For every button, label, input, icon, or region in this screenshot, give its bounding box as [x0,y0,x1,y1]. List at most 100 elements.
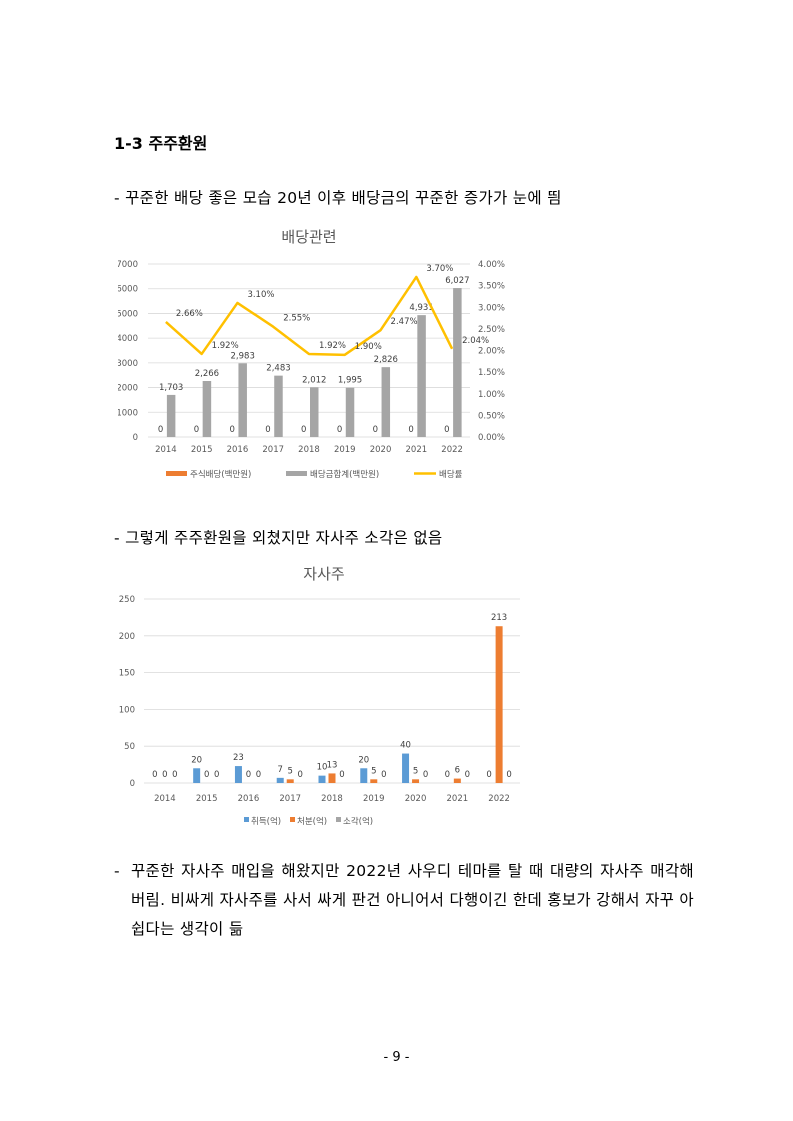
y-tick-label: 200 [119,632,135,642]
bar-disposed [495,626,503,783]
data-label-dividend-rate: 1.90% [355,342,382,352]
x-tick-label: 2021 [406,445,428,455]
data-label-dividend-rate: 3.10% [247,290,274,300]
bar-dividend-total [202,380,212,437]
legend-label-dividend-total: 배당금합계(백만원) [310,469,379,480]
data-label-dividend-total: 2,826 [374,355,398,365]
y-tick-label: 250 [119,595,135,605]
bar-acquired [360,768,368,783]
legend-swatch-disposed [290,817,295,822]
bar-dividend-total [345,387,355,437]
bar-dividend-total [310,387,319,437]
x-tick-label: 2020 [370,445,392,455]
data-label-dividend-total: 2,483 [266,364,290,374]
y-tick-label: 1000 [118,408,138,418]
data-label-acquired: 0 [152,770,157,780]
data-label-retired: 0 [423,770,428,780]
x-tick-label: 2017 [279,794,301,804]
data-label-disposed: 0 [162,770,167,780]
legend-swatch-acquired [244,817,249,822]
y2-tick-label: 2.50% [478,325,505,335]
bar-dividend-total [274,375,283,437]
bullet-mark: - [114,862,120,880]
x-tick-label: 2020 [405,794,427,804]
data-label-disposed: 5 [288,766,293,776]
data-label-dividend-total: 1,995 [338,376,362,386]
data-label-dividend-rate: 3.70% [426,264,453,274]
x-tick-label: 2015 [191,445,213,455]
chart-title: 배당관련 [281,228,336,246]
data-label-disposed: 0 [246,770,251,780]
data-label-dividend-total: 2,012 [302,375,326,385]
x-tick-label: 2016 [238,794,260,804]
chart-background [118,557,524,831]
legend-label-stock-dividend: 주식배당(백만원) [190,469,251,480]
x-tick-label: 2019 [334,445,356,455]
data-label-acquired: 0 [445,770,450,780]
data-label-dividend-rate: 2.04% [462,336,489,346]
bar-acquired [402,753,410,783]
data-label-acquired: 40 [400,741,411,751]
data-label-stock-dividend: 0 [194,425,199,435]
y2-tick-label: 1.00% [478,390,505,400]
bar-acquired [193,768,201,783]
y2-tick-label: 0.50% [478,411,505,421]
legend-label-disposed: 처분(억) [297,816,327,827]
data-label-dividend-total: 6,027 [445,276,469,286]
x-tick-label: 2021 [447,794,469,804]
data-label-dividend-rate: 1.92% [212,341,239,351]
legend-swatch-dividend-total [286,471,307,476]
data-label-retired: 0 [256,770,261,780]
data-label-disposed: 213 [491,613,507,623]
legend-label-retired: 소각(억) [343,816,373,827]
bar-disposed [412,779,420,783]
bar-acquired [234,766,242,783]
data-label-stock-dividend: 0 [337,425,342,435]
data-label-disposed: 13 [327,760,338,770]
section-heading: 1-3 주주환원 [114,134,208,153]
y-tick-label: 4000 [118,334,138,344]
bar-dividend-total [381,367,391,437]
data-label-stock-dividend: 0 [373,425,378,435]
x-tick-label: 2022 [488,794,510,804]
data-label-retired: 0 [506,770,511,780]
bar-dividend-total [453,288,462,437]
data-label-stock-dividend: 0 [229,425,234,435]
x-tick-label: 2014 [154,794,176,804]
y2-tick-label: 3.50% [478,282,505,292]
data-label-stock-dividend: 0 [444,425,449,435]
bar-disposed [370,779,378,783]
data-label-retired: 0 [214,770,219,780]
y2-tick-label: 0.00% [478,433,505,443]
y-tick-label: 6000 [118,285,138,295]
bar-acquired [318,775,326,783]
bar-dividend-total [238,363,247,437]
data-label-stock-dividend: 0 [158,425,163,435]
y-tick-label: 2000 [118,384,138,394]
data-label-disposed: 5 [371,766,376,776]
legend-swatch-stock-dividend [166,471,187,476]
chart-title: 자사주 [303,565,344,583]
data-label-acquired: 23 [233,753,244,763]
y2-tick-label: 3.00% [478,303,505,313]
bar-disposed [286,779,294,783]
data-label-stock-dividend: 0 [408,425,413,435]
data-label-dividend-total: 4,931 [409,303,433,313]
y2-tick-label: 1.50% [478,368,505,378]
data-label-dividend-rate: 2.47% [391,317,418,327]
paragraph-buyback-summary: - 그렇게 주주환원을 외쳤지만 자사주 소각은 없음 [114,529,443,547]
data-label-retired: 0 [172,770,177,780]
bar-acquired [276,777,284,783]
y2-tick-label: 2.00% [478,347,505,357]
data-label-retired: 0 [339,770,344,780]
paragraph-text: 꾸준한 자사주 매입을 해왔지만 2022년 사우디 테마를 탈 때 대량의 자… [131,862,694,938]
y-tick-label: 50 [124,742,135,752]
y-tick-label: 0 [133,433,138,443]
x-tick-label: 2014 [155,445,177,455]
y-tick-label: 150 [119,669,135,679]
data-label-dividend-total: 1,703 [159,383,183,393]
data-label-disposed: 0 [204,770,209,780]
data-label-acquired: 10 [317,763,328,773]
bar-disposed [453,778,461,783]
